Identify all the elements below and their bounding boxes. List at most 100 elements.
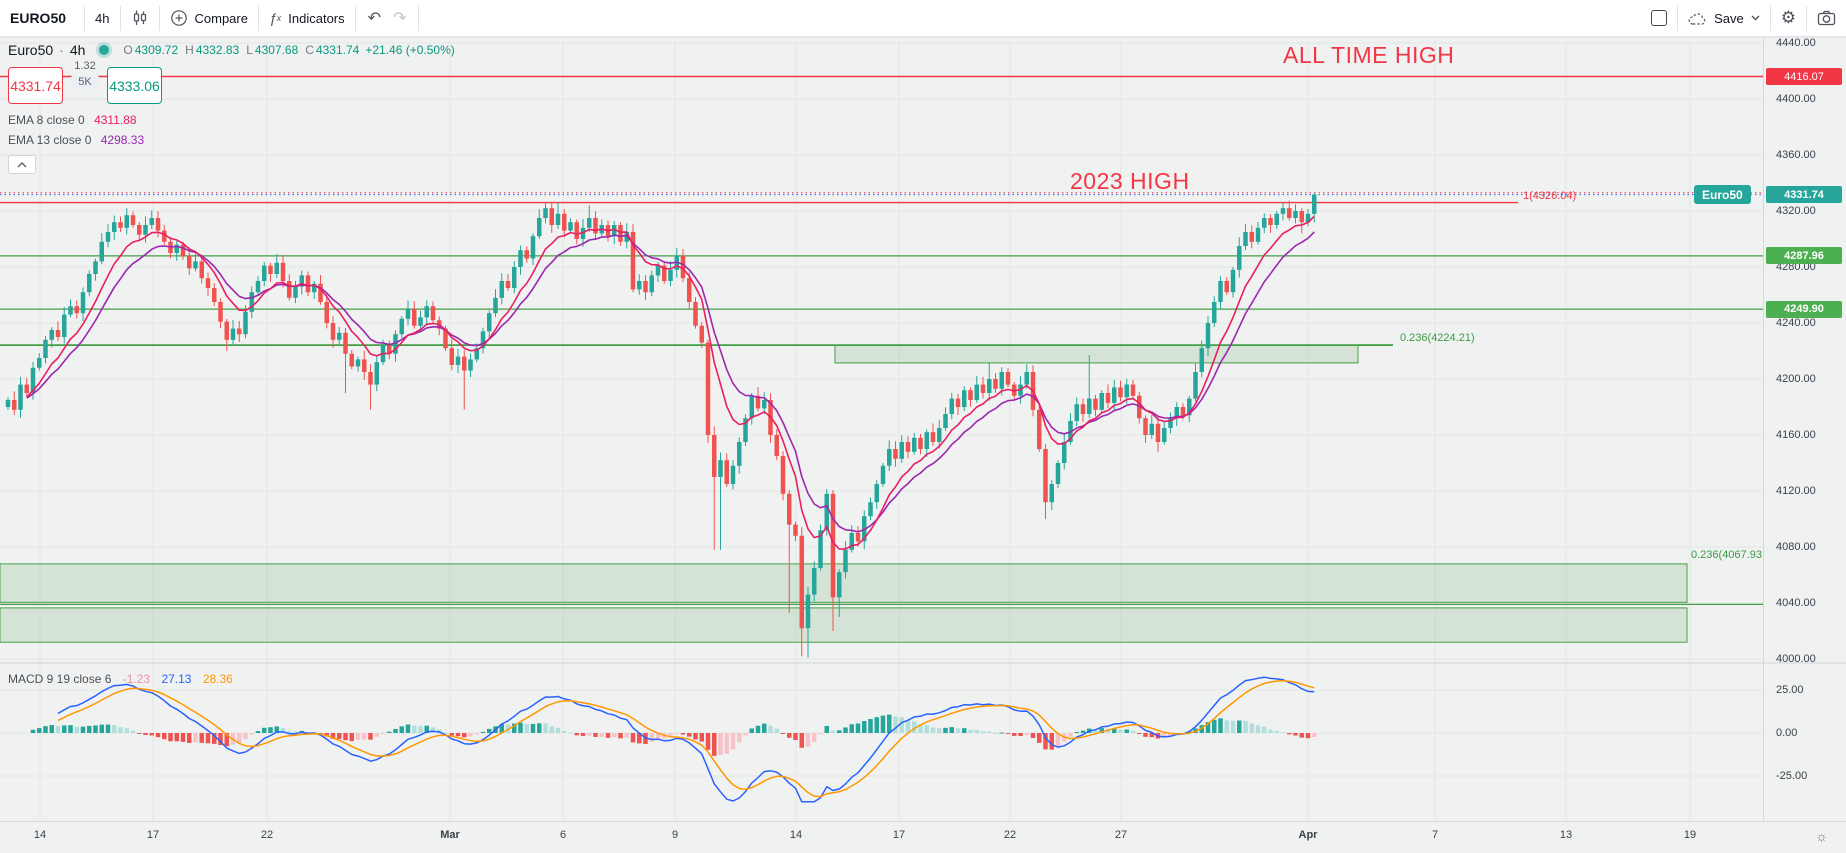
fib-level-label[interactable]: 0.236(4067.93: [1691, 549, 1762, 561]
price-axis-label: 4000.00: [1776, 652, 1816, 665]
ohlc-key: O: [123, 43, 133, 57]
time-axis-label: 17: [146, 829, 160, 841]
fib-zone-4224: [834, 344, 1359, 364]
layout-square-icon: [1651, 10, 1668, 26]
toolbar-separator: [158, 5, 160, 31]
legend-separator: ·: [59, 42, 64, 58]
macd-legend-row[interactable]: MACD 9 19 close 6 -1.23 27.13 28.36: [8, 672, 233, 686]
layout-button[interactable]: [1641, 0, 1677, 37]
time-axis-label: 17: [892, 829, 906, 841]
chevron-down-icon: [1751, 15, 1760, 21]
snapshot-camera-button[interactable]: [1807, 0, 1846, 37]
time-axis-label: 22: [1003, 829, 1017, 841]
ohlc-key: C: [305, 43, 314, 57]
time-axis-label: 14: [33, 829, 47, 841]
toolbar-separator: [354, 5, 356, 31]
ema13-legend-row[interactable]: EMA 13 close 0 4298.33: [8, 133, 455, 147]
ohlc-value: 4307.68: [254, 43, 299, 57]
time-axis-label: 27: [1114, 829, 1128, 841]
compare-button[interactable]: Compare: [160, 0, 258, 37]
2023-high-annotation[interactable]: 2023 HIGH: [1070, 168, 1190, 194]
time-axis-label: 6: [559, 829, 567, 841]
price-axis-label: 4360.00: [1776, 148, 1816, 161]
toolbar-separator: [1677, 5, 1679, 31]
spread-value: 1.32: [72, 60, 98, 72]
legend-interval[interactable]: 4h: [69, 42, 86, 58]
chart-legend: Euro50 · 4h O 4309.72 H 4332.83 L 4307.68 C 433…: [8, 42, 455, 174]
settings-gear-button[interactable]: ⚙: [1780, 8, 1796, 27]
interval-button[interactable]: 4h: [95, 10, 110, 26]
price-axis-label: 4440.00: [1776, 36, 1816, 49]
time-axis-label: 19: [1683, 829, 1697, 841]
last-price-tag: 4331.74: [1766, 186, 1842, 204]
bid-button[interactable]: 4331.74: [8, 67, 63, 104]
price-axis-label: 4200.00: [1776, 372, 1816, 385]
toolbar-separator: [84, 5, 86, 31]
price-axis-label: 4320.00: [1776, 204, 1816, 217]
support1-price-tag: 4287.96: [1766, 247, 1842, 265]
time-axis-settings-icon[interactable]: ☼: [1815, 828, 1828, 844]
time-axis-label: 9: [671, 829, 679, 841]
all-time-high-annotation[interactable]: ALL TIME HIGH: [1283, 42, 1455, 68]
cloud-save-button[interactable]: Save: [1678, 0, 1770, 37]
price-axis-label: 4160.00: [1776, 428, 1816, 441]
macd-axis-label: -25.00: [1776, 769, 1808, 782]
supply-zone-lower: [0, 607, 1688, 643]
time-axis-label: Mar: [440, 829, 460, 841]
collapse-indicators-button[interactable]: [8, 155, 36, 174]
ema8-value: 4311.88: [94, 113, 137, 127]
fib-level-label[interactable]: 0.236(4224.21): [1400, 332, 1475, 344]
compare-plus-icon: [170, 9, 188, 27]
macd-value-3: 28.36: [202, 672, 233, 686]
ohlc-value: 4309.72: [134, 43, 179, 57]
time-axis-label: 14: [789, 829, 803, 841]
cloud-icon: [1688, 11, 1708, 26]
indicators-label: Indicators: [288, 10, 345, 26]
ema13-value: 4298.33: [100, 133, 145, 147]
symbol-button[interactable]: EURO50: [10, 10, 67, 26]
time-axis[interactable]: ☼ 14 17 22 Mar 6 9 14 17 22 27 Apr 7 13 19: [0, 821, 1846, 853]
macd-axis-label: 0.00: [1776, 726, 1798, 739]
change-value: +21.46 (+0.50%): [365, 43, 455, 57]
camera-icon: [1817, 10, 1836, 26]
bid-ask-widget: 4331.74 1.32 5K 4333.06: [8, 60, 455, 107]
toolbar-separator: [1806, 5, 1807, 31]
ohlc-value: 4332.83: [195, 43, 240, 57]
save-label: Save: [1714, 10, 1744, 26]
undo-button[interactable]: ↶: [367, 10, 382, 27]
ema13-name: EMA 13 close 0: [8, 133, 92, 147]
toolbar-separator: [418, 5, 420, 31]
legend-symbol[interactable]: Euro50: [8, 42, 54, 58]
fib-level-label[interactable]: 1(4326.04): [1523, 190, 1577, 202]
ath-price-tag: 4416.07: [1766, 68, 1842, 85]
ask-button[interactable]: 4333.06: [107, 67, 162, 104]
price-axis-label: 4080.00: [1776, 540, 1816, 553]
toolbar-separator: [1769, 5, 1771, 31]
time-axis-label: 22: [260, 829, 274, 841]
candlestick-icon: [131, 9, 149, 27]
chart-type-button[interactable]: [121, 0, 159, 37]
price-axis-label: 4120.00: [1776, 484, 1816, 497]
time-axis-label: Apr: [1298, 829, 1318, 841]
time-axis-label: 13: [1559, 829, 1573, 841]
market-status-dot-icon: [99, 45, 110, 55]
ema8-legend-row[interactable]: EMA 8 close 0 4311.88: [8, 113, 455, 127]
ohlc-values: O 4309.72 H 4332.83 L 4307.68 C 4331.74: [123, 43, 359, 57]
toolbar-separator: [119, 5, 121, 31]
ohlc-key: L: [246, 43, 253, 57]
price-axis[interactable]: 4440.00 4400.00 4360.00 4320.00 4280.00 4240.…: [1763, 37, 1846, 821]
ohlc-key: H: [185, 43, 194, 57]
ohlc-value: 4331.74: [315, 43, 360, 57]
lot-size-value[interactable]: 5K: [71, 75, 99, 89]
support2-price-tag: 4249.90: [1766, 300, 1842, 318]
ema8-name: EMA 8 close 0: [8, 113, 85, 127]
macd-axis-label: 25.00: [1776, 683, 1804, 696]
price-axis-label: 4240.00: [1776, 316, 1816, 329]
redo-button[interactable]: ↷: [393, 10, 407, 27]
price-axis-label: 4040.00: [1776, 596, 1816, 609]
price-axis-label: 4400.00: [1776, 92, 1816, 105]
